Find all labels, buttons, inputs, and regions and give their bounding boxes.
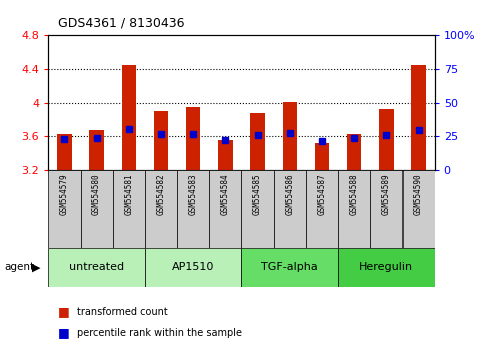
Text: GSM554589: GSM554589 <box>382 174 391 216</box>
Bar <box>412 65 426 170</box>
Text: GSM554585: GSM554585 <box>253 174 262 216</box>
Text: GSM554584: GSM554584 <box>221 174 230 216</box>
Bar <box>218 141 233 170</box>
Text: GSM554587: GSM554587 <box>317 174 327 216</box>
Bar <box>306 170 338 248</box>
Bar <box>145 248 242 287</box>
Text: GSM554582: GSM554582 <box>156 174 166 216</box>
Text: GSM554583: GSM554583 <box>189 174 198 216</box>
Bar <box>402 170 435 248</box>
Bar <box>81 170 113 248</box>
Text: AP1510: AP1510 <box>172 262 214 272</box>
Text: TGF-alpha: TGF-alpha <box>261 262 318 272</box>
Bar <box>242 170 274 248</box>
Bar <box>145 170 177 248</box>
Bar <box>177 170 209 248</box>
Bar <box>48 170 81 248</box>
Text: GSM554579: GSM554579 <box>60 174 69 216</box>
Text: agent: agent <box>5 262 35 272</box>
Text: percentile rank within the sample: percentile rank within the sample <box>77 328 242 338</box>
Text: untreated: untreated <box>69 262 124 272</box>
Bar <box>250 113 265 170</box>
Bar <box>379 109 394 170</box>
Text: ■: ■ <box>58 305 70 318</box>
Bar <box>113 170 145 248</box>
Bar <box>274 170 306 248</box>
Bar <box>315 143 329 170</box>
Text: GSM554581: GSM554581 <box>124 174 133 216</box>
Text: Heregulin: Heregulin <box>359 262 413 272</box>
Text: GDS4361 / 8130436: GDS4361 / 8130436 <box>58 17 185 29</box>
Bar <box>122 65 136 170</box>
Bar <box>347 134 361 170</box>
Text: transformed count: transformed count <box>77 307 168 316</box>
Bar <box>186 107 200 170</box>
Text: GSM554590: GSM554590 <box>414 174 423 216</box>
Text: GSM554586: GSM554586 <box>285 174 294 216</box>
Bar <box>89 130 104 170</box>
Text: GSM554588: GSM554588 <box>350 174 359 216</box>
Bar <box>370 170 402 248</box>
Bar <box>57 134 71 170</box>
Bar <box>338 248 435 287</box>
Bar <box>48 248 145 287</box>
Text: GSM554580: GSM554580 <box>92 174 101 216</box>
Bar <box>242 248 338 287</box>
Bar <box>283 102 297 170</box>
Bar <box>338 170 370 248</box>
Bar <box>154 111 168 170</box>
Text: ▶: ▶ <box>32 262 41 272</box>
Bar <box>209 170 242 248</box>
Text: ■: ■ <box>58 326 70 339</box>
